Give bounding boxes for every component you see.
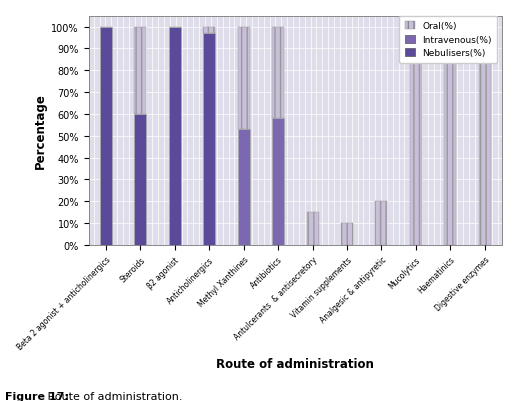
Bar (203, 34, 215, 245)
X-axis label: Route of administration: Route of administration (217, 357, 374, 370)
Bar (341, 223, 353, 245)
Bar (272, 119, 284, 245)
Text: Figure 17:: Figure 17: (5, 391, 69, 401)
Bar (238, 130, 250, 245)
Bar (169, 28, 181, 245)
Bar (134, 28, 146, 115)
Y-axis label: Percentage: Percentage (34, 93, 47, 169)
Bar (203, 28, 215, 34)
Bar (375, 202, 387, 245)
Text: Route of administration.: Route of administration. (44, 391, 183, 401)
Bar (238, 28, 250, 130)
Legend: Oral(%), Intravenous(%), Nebulisers(%): Oral(%), Intravenous(%), Nebulisers(%) (399, 16, 497, 64)
Bar (479, 43, 491, 245)
Bar (272, 28, 284, 119)
Bar (100, 28, 112, 245)
Bar (307, 213, 318, 245)
Bar (134, 115, 146, 245)
Bar (444, 38, 457, 245)
Bar (410, 38, 422, 245)
